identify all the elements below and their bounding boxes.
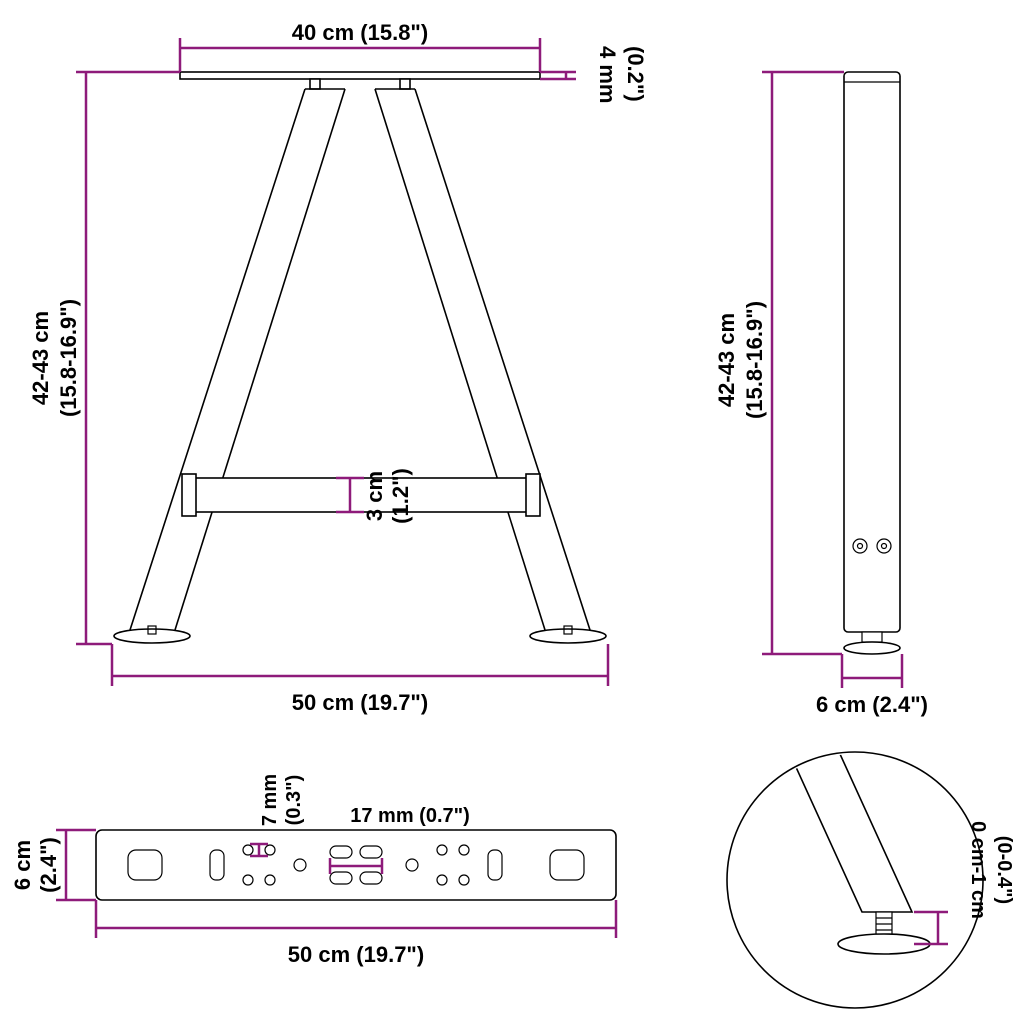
dim-height-left-a: 42-43 cm (28, 311, 53, 405)
dim-height-left-b: (15.8-16.9") (56, 299, 81, 417)
dim-hole-sp-a: 7 mm (259, 774, 281, 826)
dim-height-right-a: 42-43 cm (714, 313, 739, 407)
dim-hole-sp-b: (0.3") (283, 775, 305, 826)
dim-side-depth: 6 cm (2.4") (816, 692, 928, 717)
foot-detail (727, 752, 983, 1008)
dim-crossbar-b: (1.2") (388, 468, 413, 524)
front-view-dimensions: 40 cm (15.8") 4 mm (0.2") 42-43 cm (15.8… (28, 20, 648, 715)
dim-thickness-a: 4 mm (595, 46, 620, 103)
dim-base-width: 50 cm (19.7") (292, 690, 428, 715)
dim-crossbar-a: 3 cm (362, 471, 387, 521)
side-view (844, 72, 900, 654)
dim-foot-adj-a: 0 cm-1 cm (967, 821, 989, 919)
dim-foot-adj-b: (0-0.4") (993, 836, 1015, 904)
dim-plate-width: 50 cm (19.7") (288, 942, 424, 967)
dim-top-width: 40 cm (15.8") (292, 20, 428, 45)
foot-detail-dimensions: 0 cm-1 cm (0-0.4") (914, 821, 1015, 944)
dim-plate-depth-a: 6 cm (10, 840, 35, 890)
dim-plate-depth-b: (2.4") (36, 837, 61, 893)
dim-thickness-b: (0.2") (623, 46, 648, 102)
front-view (114, 72, 606, 643)
dim-height-right-b: (15.8-16.9") (742, 301, 767, 419)
dim-hole-big: 17 mm (0.7") (350, 805, 470, 827)
